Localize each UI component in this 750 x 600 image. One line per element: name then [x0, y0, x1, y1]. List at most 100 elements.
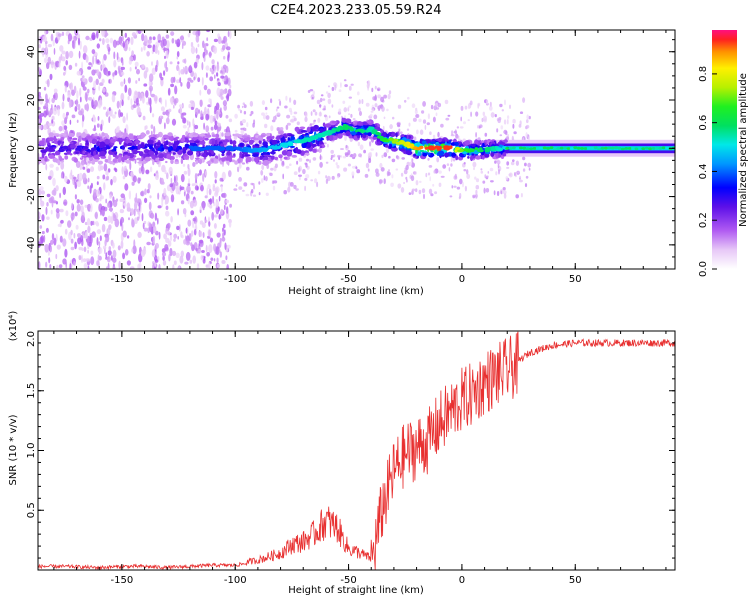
noise-mark	[304, 177, 308, 181]
noise-mark	[390, 182, 394, 187]
noise-mark	[216, 232, 221, 238]
ridge-mark	[123, 151, 129, 155]
ridge-mark	[471, 143, 476, 147]
ridge-mark	[144, 156, 151, 162]
noise-mark	[211, 70, 215, 75]
ridge-mark	[368, 136, 373, 139]
ridge-mark	[221, 158, 225, 162]
noise-mark	[456, 186, 461, 190]
ridge-mark	[335, 120, 340, 125]
ridge-mark	[241, 138, 244, 142]
noise-mark	[496, 128, 499, 133]
ridge-mark	[180, 137, 186, 143]
noise-mark	[81, 254, 83, 263]
band-core-mark	[549, 146, 554, 150]
noise-mark	[372, 96, 376, 101]
noise-mark	[216, 72, 219, 77]
ridge-mark	[444, 152, 450, 158]
noise-mark	[198, 249, 202, 253]
noise-mark	[93, 221, 96, 226]
noise-mark	[113, 51, 116, 60]
ridge-mark	[413, 153, 417, 157]
ridge-mark	[306, 142, 312, 149]
noise-mark	[252, 122, 255, 128]
noise-mark	[426, 122, 430, 126]
ridge-mark	[279, 131, 283, 135]
noise-mark	[102, 38, 105, 45]
noise-mark	[168, 254, 171, 262]
noise-mark	[229, 84, 232, 89]
noise-mark	[160, 76, 164, 81]
noise-mark	[101, 64, 105, 70]
noise-mark	[74, 106, 78, 112]
noise-mark	[57, 223, 62, 227]
noise-mark	[124, 183, 129, 191]
x-tick-label: 0	[459, 274, 465, 285]
ridge-mark	[162, 134, 169, 139]
noise-mark	[416, 129, 419, 135]
noise-mark	[163, 187, 167, 197]
noise-mark	[184, 58, 187, 64]
noise-mark	[50, 196, 55, 203]
ridge-mark	[283, 156, 288, 160]
noise-mark	[202, 232, 205, 238]
ridge-core-mark	[428, 145, 433, 149]
noise-mark	[77, 233, 81, 238]
noise-mark	[170, 177, 173, 184]
noise-mark	[344, 135, 347, 142]
noise-mark	[146, 51, 150, 57]
noise-mark	[220, 208, 224, 215]
noise-mark	[195, 34, 200, 43]
noise-mark	[442, 164, 447, 169]
noise-mark	[194, 173, 198, 181]
noise-mark	[410, 175, 415, 182]
noise-mark	[180, 200, 185, 205]
noise-mark	[102, 58, 104, 66]
noise-mark	[336, 154, 341, 158]
noise-mark	[213, 124, 218, 131]
noise-mark	[450, 156, 453, 163]
noise-mark	[226, 93, 230, 102]
noise-mark	[153, 95, 158, 102]
noise-mark	[59, 192, 61, 199]
noise-mark	[352, 118, 356, 121]
noise-mark	[252, 194, 257, 197]
noise-mark	[151, 61, 153, 66]
noise-mark	[192, 162, 196, 167]
noise-mark	[45, 227, 49, 233]
noise-mark	[197, 173, 200, 177]
noise-mark	[98, 85, 101, 91]
noise-mark	[223, 229, 226, 236]
noise-mark	[203, 84, 208, 91]
ridge-mark	[73, 157, 79, 163]
ridge-mark	[49, 137, 54, 142]
noise-mark	[149, 166, 153, 173]
noise-mark	[224, 242, 227, 250]
snr-x-label: Height of straight line (km)	[288, 585, 424, 596]
snr-y-label: SNR (10 * v/v)	[8, 414, 19, 485]
noise-mark	[197, 43, 200, 48]
noise-mark	[206, 187, 209, 196]
noise-mark	[170, 216, 173, 223]
noise-mark	[206, 88, 211, 95]
noise-mark	[178, 191, 181, 195]
noise-mark	[221, 40, 225, 44]
noise-mark	[222, 192, 227, 199]
noise-mark	[107, 51, 110, 55]
ridge-mark	[214, 158, 218, 163]
noise-mark	[378, 179, 383, 184]
noise-mark	[370, 110, 374, 113]
noise-mark	[464, 185, 467, 192]
band-core-mark	[569, 147, 574, 151]
noise-mark	[316, 99, 321, 105]
noise-mark	[91, 99, 94, 109]
noise-mark	[323, 114, 327, 118]
noise-mark	[350, 153, 354, 158]
noise-mark	[242, 119, 246, 124]
ridge-mark	[455, 155, 459, 161]
noise-mark	[90, 256, 95, 266]
noise-mark	[159, 72, 163, 79]
noise-mark	[219, 131, 222, 139]
ridge-mark	[419, 149, 425, 153]
noise-mark	[343, 107, 348, 113]
